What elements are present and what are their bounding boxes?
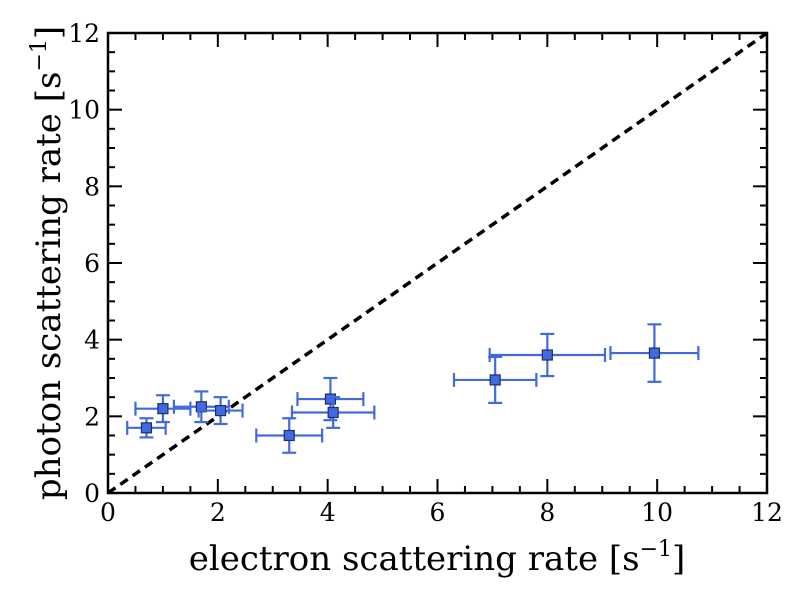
axis-ticks: [107, 32, 768, 494]
data-point: [609, 323, 700, 383]
square-marker: [157, 403, 169, 415]
square-marker: [489, 374, 501, 386]
x-tick-label: 2: [210, 498, 226, 527]
x-axis-label: electron scattering rate [s−1]: [189, 537, 686, 579]
square-marker: [648, 347, 661, 359]
x-tick-label: 6: [430, 498, 446, 527]
data-point: [134, 394, 192, 424]
square-marker: [214, 404, 227, 417]
data-point: [452, 355, 538, 405]
y-tick-label: 12: [68, 19, 100, 48]
data-point: [290, 396, 376, 429]
x-tick-label: 12: [751, 498, 783, 527]
square-marker: [324, 393, 337, 405]
data-point: [296, 376, 365, 422]
x-tick-label: 4: [320, 498, 336, 527]
square-marker: [283, 429, 295, 442]
square-marker: [541, 349, 553, 361]
y-tick-label: 0: [84, 479, 100, 508]
square-marker: [327, 406, 339, 419]
data-point: [488, 332, 607, 378]
plot-marks: [106, 31, 769, 495]
square-marker: [195, 401, 207, 413]
x-tick-label: 8: [539, 498, 555, 527]
y-tick-label: 4: [84, 326, 100, 355]
y-tick-label: 6: [84, 249, 100, 278]
tick-labels: 0 2 4 6 8 10 12 0 2 4 6 8 10 12: [68, 19, 783, 527]
reference-line: [106, 31, 769, 495]
y-tick-label: 2: [84, 402, 100, 431]
y-tick-label: 10: [68, 96, 100, 125]
data-point: [255, 417, 324, 454]
data-point: [197, 396, 244, 426]
x-tick-label: 10: [641, 498, 673, 527]
y-axis-label: photon scattering rate [s−1]: [27, 26, 69, 500]
square-marker: [140, 422, 153, 434]
y-tick-label: 8: [84, 172, 100, 201]
x-tick-label: 0: [100, 498, 116, 527]
